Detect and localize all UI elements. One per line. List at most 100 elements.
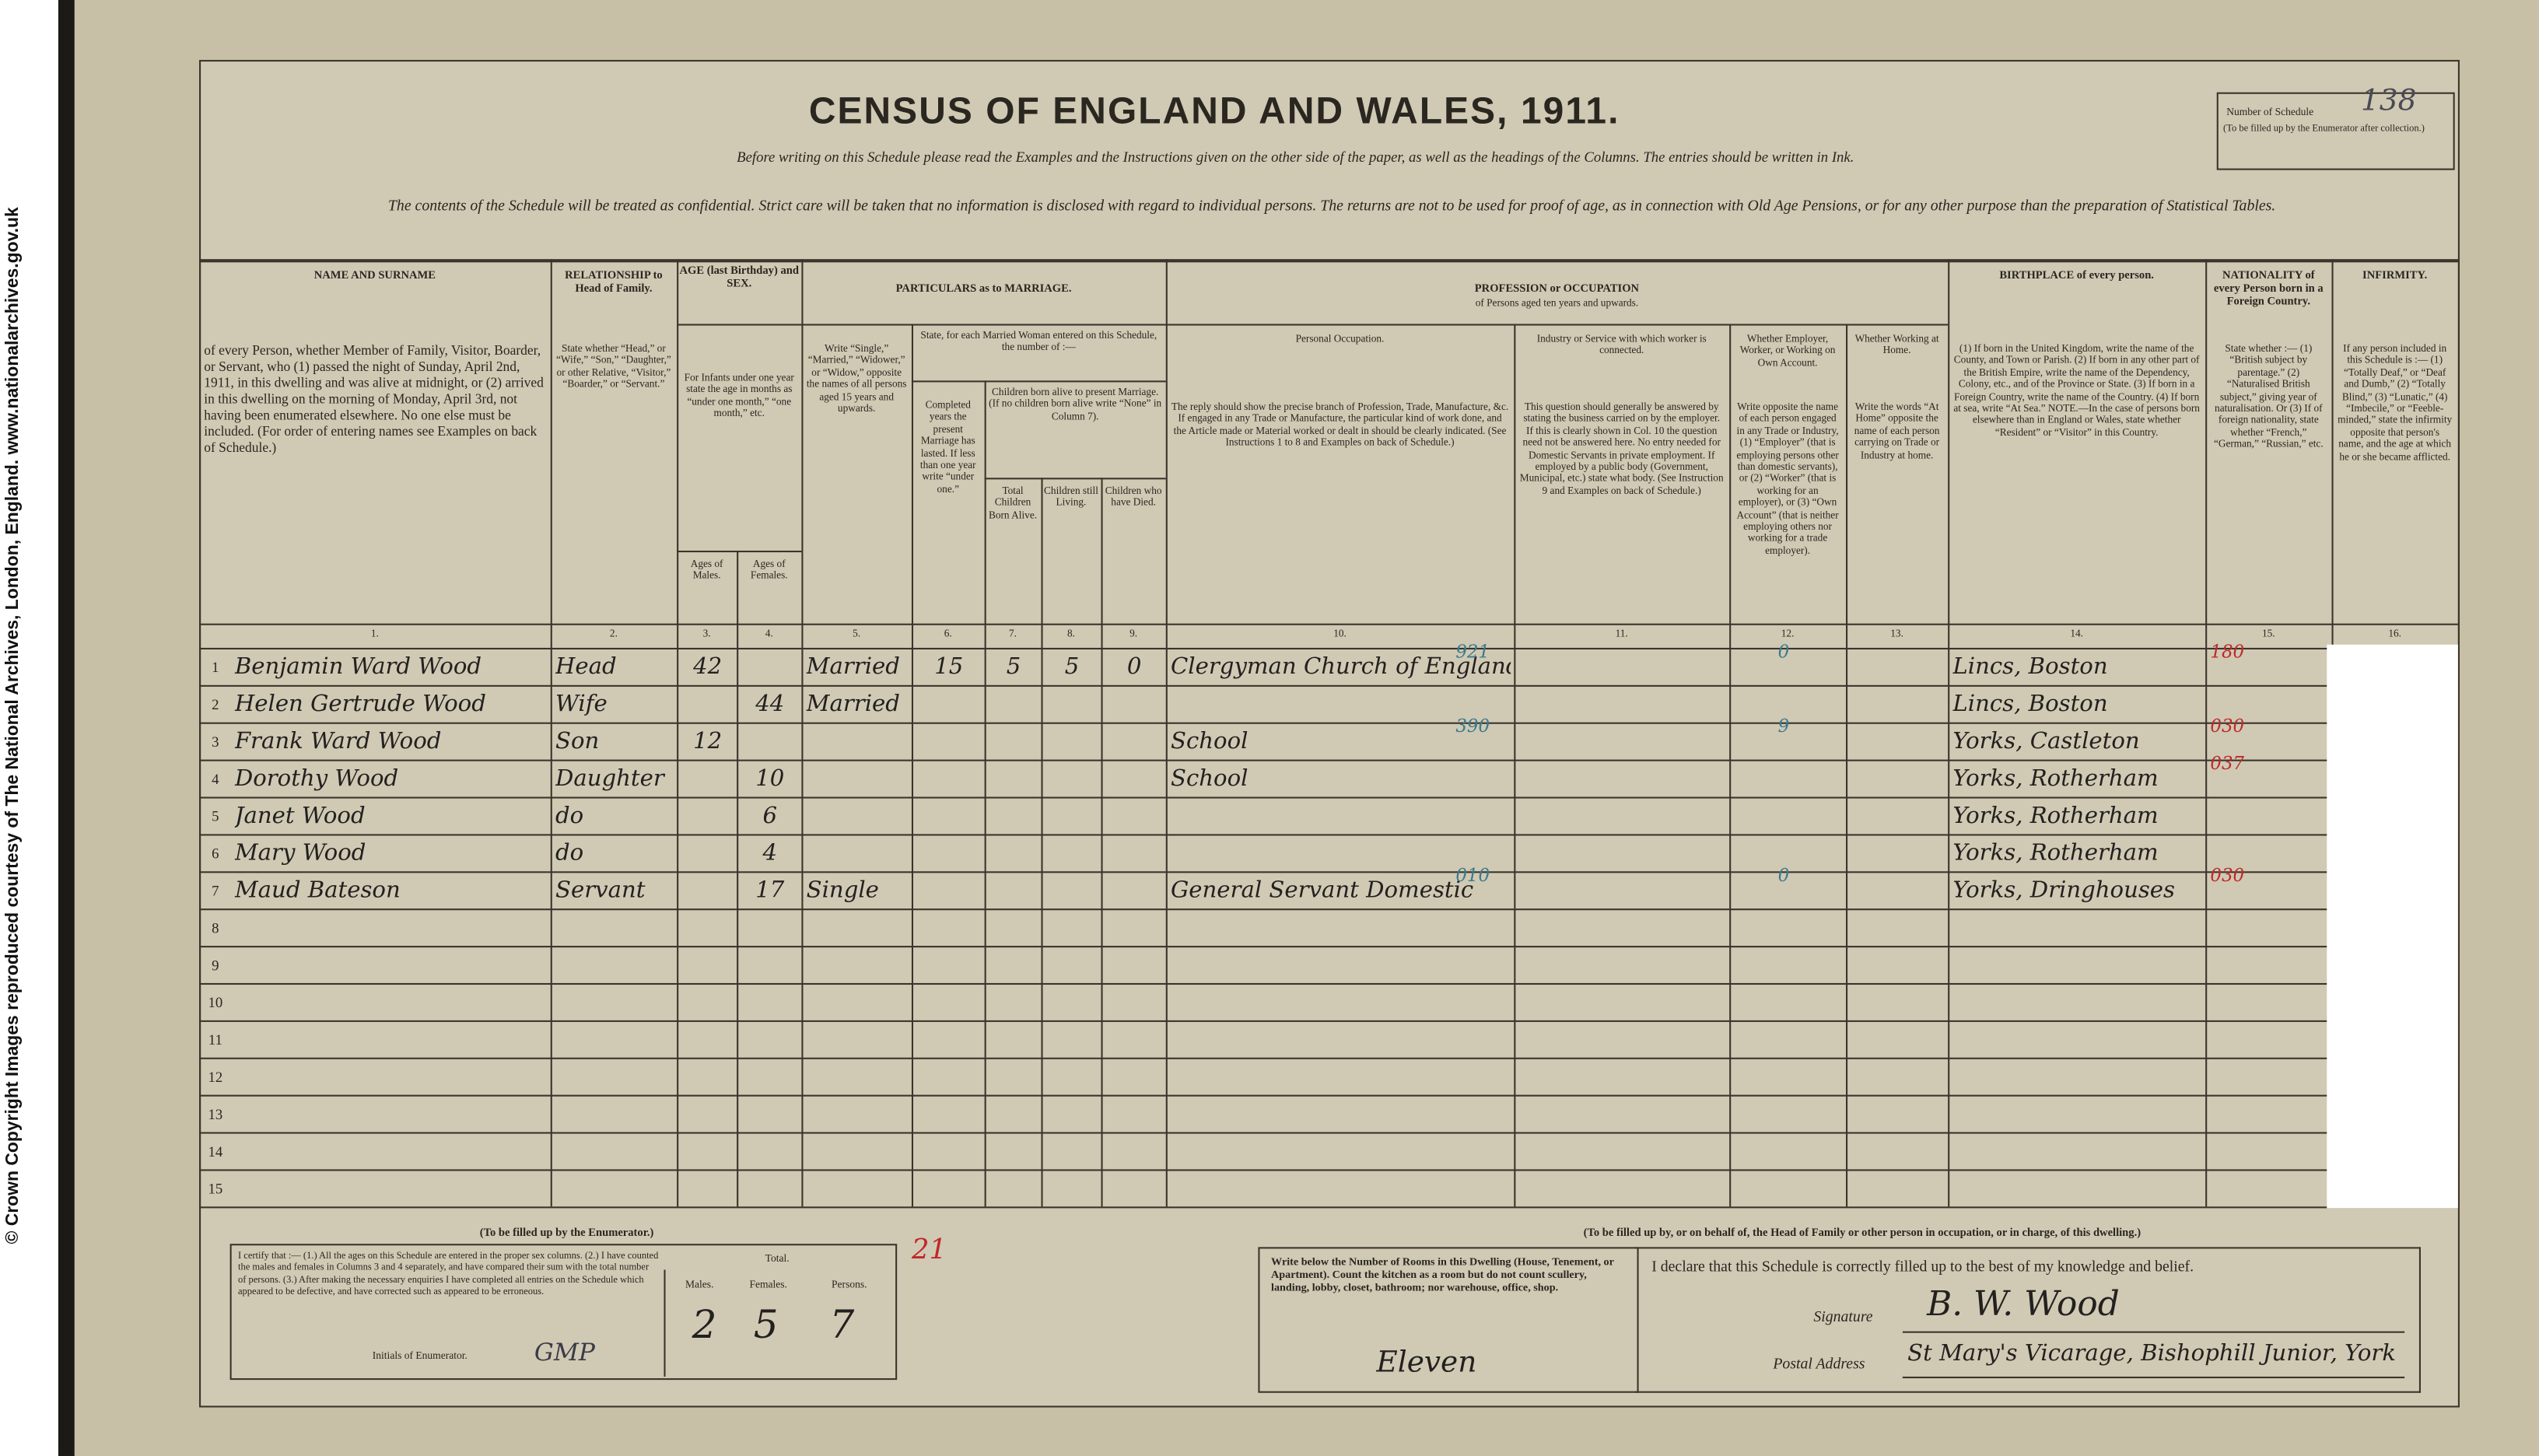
address-label: Postal Address bbox=[1773, 1356, 1865, 1374]
group-subheading: State, for each Married Woman entered on… bbox=[920, 330, 1157, 354]
rule bbox=[2205, 259, 2208, 1207]
rule bbox=[677, 324, 1949, 326]
cell: Lincs, Boston bbox=[1952, 654, 2108, 681]
rule bbox=[199, 834, 2458, 836]
rule bbox=[2457, 259, 2460, 1207]
cell: Benjamin Ward Wood bbox=[234, 654, 482, 681]
schedule-number-label: Number of Schedule bbox=[2226, 107, 2314, 119]
cell: Helen Gertrude Wood bbox=[234, 691, 486, 718]
cell: 15 bbox=[934, 654, 964, 681]
cell: Maud Bateson bbox=[234, 877, 401, 904]
rooms-box bbox=[1258, 1247, 1639, 1393]
cell: Head bbox=[555, 654, 617, 681]
clerk-code: 0 bbox=[1777, 641, 1790, 663]
cell: 4 bbox=[762, 840, 778, 867]
column-heading: RELATIONSHIP to Head of Family. bbox=[565, 268, 663, 295]
row-number: 15 bbox=[208, 1180, 223, 1197]
rule bbox=[199, 647, 2458, 650]
rule bbox=[199, 1206, 2458, 1209]
column-heading: Personal Occupation. bbox=[1295, 333, 1385, 345]
column-number: 10. bbox=[1333, 628, 1347, 640]
cell: 5 bbox=[1064, 654, 1080, 681]
column-text: State whether :— (1) “British subject by… bbox=[2213, 343, 2324, 451]
column-number: 9. bbox=[1129, 628, 1138, 640]
cell: Janet Wood bbox=[234, 803, 366, 830]
cell: Son bbox=[555, 729, 600, 755]
cell: Single bbox=[806, 877, 879, 904]
total-label: Total. bbox=[765, 1253, 790, 1265]
row-number: 12 bbox=[208, 1069, 223, 1086]
row-number: 8 bbox=[212, 919, 219, 936]
rule bbox=[911, 324, 914, 1207]
cell: 6 bbox=[762, 803, 778, 830]
enumerator-initials-label: Initials of Enumerator. bbox=[372, 1350, 468, 1363]
row-number: 3 bbox=[212, 733, 219, 751]
row-number: 11 bbox=[208, 1031, 222, 1048]
rule bbox=[1165, 259, 1168, 1207]
signature: B. W. Wood bbox=[1927, 1284, 2120, 1324]
cell: Yorks, Rotherham bbox=[1952, 765, 2159, 793]
column-text: The reply should show the precise branch… bbox=[1171, 401, 1509, 450]
confidential-note: The contents of the Schedule will be tre… bbox=[387, 199, 2276, 215]
rule bbox=[550, 259, 552, 1207]
cell: 42 bbox=[693, 654, 723, 681]
rule bbox=[199, 871, 2458, 873]
column-number: 1. bbox=[370, 628, 379, 640]
clerk-code: 180 bbox=[2210, 641, 2245, 663]
declaration: I declare that this Schedule is correctl… bbox=[1651, 1260, 2194, 1276]
rule bbox=[1101, 478, 1103, 1207]
enumerator-certificate: I certify that :— (1.) All the ages on t… bbox=[237, 1251, 659, 1298]
occupier-title: (To be filled up by, or on behalf of, th… bbox=[1583, 1226, 2142, 1239]
column-number: 16. bbox=[2388, 628, 2402, 640]
declaration-box bbox=[1635, 1247, 2421, 1393]
females-label: Females. bbox=[749, 1279, 787, 1291]
column-number: 12. bbox=[1781, 628, 1795, 640]
column-text: Write “Single,” “Married,” “Widower,” or… bbox=[806, 343, 907, 415]
cell: do bbox=[555, 803, 584, 830]
column-heading: Children still Living. bbox=[1044, 485, 1098, 509]
rule bbox=[911, 380, 1166, 383]
column-number: 15. bbox=[2261, 628, 2275, 640]
column-heading: NAME AND SURNAME bbox=[313, 268, 436, 282]
row-number: 1 bbox=[212, 659, 219, 676]
enumerator-title: (To be filled up by the Enumerator.) bbox=[479, 1226, 654, 1239]
clerk-code: 030 bbox=[2210, 716, 2245, 737]
rule bbox=[199, 1132, 2458, 1134]
rule bbox=[199, 982, 2458, 985]
row-number: 4 bbox=[212, 771, 219, 787]
row-number: 14 bbox=[208, 1143, 223, 1160]
row-number: 6 bbox=[212, 845, 219, 862]
cell: Yorks, Rotherham bbox=[1952, 840, 2159, 867]
column-number: 7. bbox=[1009, 628, 1017, 640]
males-total: 2 bbox=[692, 1302, 717, 1348]
cell: Frank Ward Wood bbox=[234, 729, 442, 755]
cell: 10 bbox=[755, 765, 785, 793]
column-text: of every Person, whether Member of Famil… bbox=[204, 343, 544, 456]
column-number: 4. bbox=[765, 628, 773, 640]
cell: School bbox=[1170, 729, 1248, 755]
instruction: Before writing on this Schedule please r… bbox=[737, 149, 1854, 166]
group-heading: PROFESSION or OCCUPATION bbox=[1474, 282, 1640, 295]
row-number: 2 bbox=[212, 696, 219, 713]
clerk-code: 037 bbox=[2210, 753, 2245, 775]
rule bbox=[199, 684, 2458, 687]
rule bbox=[984, 380, 986, 1207]
row-number: 9 bbox=[212, 957, 219, 974]
cell: School bbox=[1170, 765, 1248, 793]
column-number: 11. bbox=[1615, 628, 1628, 640]
rule bbox=[199, 908, 2458, 911]
cell: Daughter bbox=[555, 765, 664, 793]
cell: Wife bbox=[555, 691, 608, 718]
rule bbox=[199, 1020, 2458, 1022]
column-text: Write opposite the name of each person e… bbox=[1736, 401, 1839, 558]
row-number: 5 bbox=[212, 808, 219, 824]
clerk-code: 030 bbox=[2210, 864, 2245, 887]
column-text: Write the words “At Home” opposite the n… bbox=[1854, 401, 1940, 461]
redaction bbox=[2327, 644, 2458, 1209]
column-text: If any person included in this Schedule … bbox=[2338, 343, 2453, 463]
address-line bbox=[1902, 1376, 2405, 1379]
cell: do bbox=[555, 840, 584, 867]
